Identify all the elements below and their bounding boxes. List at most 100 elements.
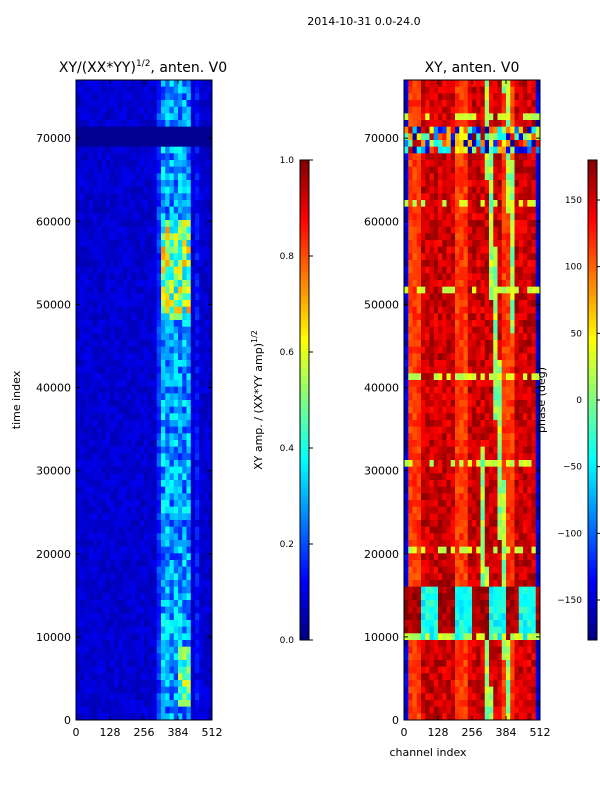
amplitude-heatmap-cell: [203, 533, 209, 541]
phase-heatmap-cell: [455, 146, 460, 154]
amplitude-heatmap-cell: [161, 260, 166, 268]
phase-heatmap-cell: [446, 146, 452, 154]
phase-heatmap-cell: [463, 146, 469, 154]
phase-heatmap-cell: [463, 100, 469, 108]
amplitude-heatmap-cell: [131, 533, 137, 541]
amplitude-heatmap-cell: [165, 80, 171, 88]
amplitude-heatmap-cell: [76, 713, 81, 720]
amplitude-heatmap-cell: [127, 193, 132, 201]
phase-heatmap-cell: [518, 260, 524, 268]
amplitude-heatmap-cell: [88, 580, 94, 588]
phase-heatmap-cell: [489, 153, 494, 161]
amplitude-heatmap-cell: [105, 506, 111, 514]
amplitude-heatmap-cell: [144, 140, 149, 148]
amplitude-heatmap-cell: [127, 400, 132, 408]
phase-heatmap-cell: [527, 333, 533, 341]
amplitude-heatmap-cell: [169, 333, 175, 341]
amplitude-heatmap-cell: [139, 366, 145, 374]
amplitude-heatmap-cell: [173, 560, 179, 568]
amplitude-heatmap-cell: [144, 466, 149, 474]
amplitude-heatmap-cell: [88, 326, 94, 334]
amplitude-heatmap-cell: [190, 280, 196, 288]
amplitude-heatmap-cell: [80, 653, 86, 661]
amplitude-heatmap-cell: [101, 366, 107, 374]
phase-heatmap-cell: [442, 380, 448, 388]
phase-heatmap-cell: [463, 360, 469, 368]
phase-heatmap-cell: [476, 86, 482, 94]
amplitude-heatmap-cell: [190, 180, 196, 188]
phase-heatmap-cell: [472, 93, 477, 101]
phase-heatmap-cell: [459, 426, 465, 434]
amplitude-heatmap-cell: [178, 440, 183, 448]
amplitude-heatmap-cell: [186, 173, 192, 181]
phase-heatmap-cell: [497, 246, 503, 254]
amplitude-heatmap-cell: [105, 546, 111, 554]
amplitude-heatmap-cell: [190, 660, 196, 668]
amplitude-heatmap-cell: [156, 673, 162, 681]
phase-heatmap-cell: [455, 80, 460, 88]
phase-heatmap-cell: [442, 260, 448, 268]
amplitude-heatmap-cell: [80, 346, 86, 354]
amplitude-heatmap-cell: [156, 300, 162, 308]
phase-heatmap-cell: [493, 266, 499, 274]
phase-heatmap-cell: [455, 406, 460, 414]
amplitude-heatmap-cell: [178, 280, 183, 288]
phase-heatmap-cell: [476, 460, 482, 468]
phase-heatmap-cell: [421, 380, 426, 388]
phase-heatmap-cell: [416, 400, 422, 408]
amplitude-heatmap-cell: [84, 86, 90, 94]
amplitude-heatmap-cell: [101, 180, 107, 188]
amplitude-heatmap-cell: [135, 613, 141, 621]
phase-heatmap-cell: [459, 133, 465, 141]
phase-heatmap-cell: [514, 100, 520, 108]
amplitude-heatmap-cell: [144, 326, 149, 334]
amplitude-heatmap-cell: [165, 406, 171, 414]
amplitude-heatmap-cell: [97, 393, 103, 401]
phase-heatmap-cell: [518, 93, 524, 101]
phase-heatmap-cell: [518, 406, 524, 414]
amplitude-heatmap-cell: [190, 80, 196, 88]
amplitude-heatmap-cell: [199, 520, 205, 528]
phase-heatmap-cell: [404, 240, 409, 248]
phase-heatmap-cell: [442, 366, 448, 374]
amplitude-heatmap-cell: [135, 380, 141, 388]
amplitude-heatmap-cell: [156, 573, 162, 581]
amplitude-heatmap-cell: [93, 93, 98, 101]
amplitude-heatmap-cell: [139, 700, 145, 708]
amplitude-heatmap-cell: [118, 86, 124, 94]
amplitude-heatmap-cell: [148, 293, 154, 301]
amplitude-heatmap-cell: [178, 400, 183, 408]
phase-heatmap-cell: [421, 140, 426, 148]
amplitude-heatmap-cell: [148, 400, 154, 408]
amplitude-heatmap-cell: [76, 80, 81, 88]
phase-heatmap-cell: [476, 320, 482, 328]
phase-heatmap-cell: [514, 293, 520, 301]
phase-heatmap-cell: [463, 326, 469, 334]
phase-heatmap-cell: [463, 273, 469, 281]
phase-heatmap-cell: [523, 186, 528, 194]
amplitude-heatmap-cell: [97, 633, 103, 641]
phase-heatmap-cell: [501, 193, 507, 201]
phase-heatmap-cell: [433, 453, 439, 461]
amplitude-heatmap-cell: [161, 106, 166, 114]
amplitude-heatmap-cell: [101, 446, 107, 454]
amplitude-heatmap-cell: [135, 420, 141, 428]
phase-heatmap-cell: [497, 166, 503, 174]
phase-heatmap-cell: [514, 360, 520, 368]
phase-heatmap-cell: [535, 253, 540, 261]
amplitude-heatmap-cell: [97, 346, 103, 354]
phase-heatmap-cell: [429, 160, 435, 168]
phase-heatmap-cell: [523, 160, 528, 168]
phase-heatmap-cell: [476, 100, 482, 108]
amplitude-heatmap-cell: [84, 466, 90, 474]
phase-heatmap-cell: [484, 293, 490, 301]
amplitude-heatmap-cell: [105, 80, 111, 88]
phase-heatmap-cell: [404, 426, 409, 434]
amplitude-heatmap-cell: [118, 260, 124, 268]
amplitude-heatmap-cell: [110, 120, 115, 128]
amplitude-heatmap-cell: [203, 520, 209, 528]
amplitude-heatmap-cell: [97, 593, 103, 601]
amplitude-heatmap-cell: [190, 273, 196, 281]
phase-heatmap-cell: [489, 373, 494, 381]
amplitude-heatmap-cell: [203, 106, 209, 114]
